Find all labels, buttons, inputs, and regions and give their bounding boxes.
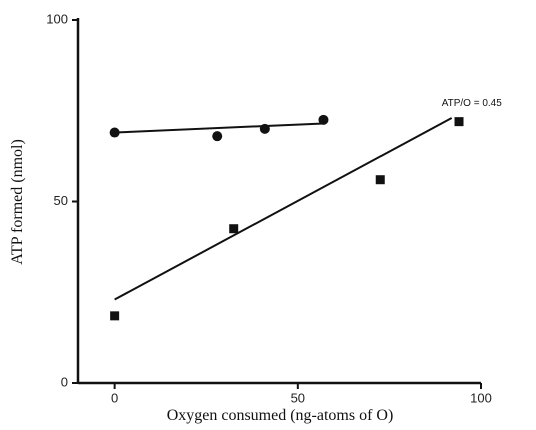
point bbox=[212, 131, 223, 142]
y-axis-title: ATP formed (nmol) bbox=[9, 139, 26, 265]
point bbox=[259, 123, 270, 134]
y-tick-label: 0 bbox=[61, 374, 68, 389]
point bbox=[229, 224, 239, 234]
point bbox=[110, 311, 120, 321]
y-tick-label: 50 bbox=[54, 193, 68, 208]
y-tick-label: 100 bbox=[46, 11, 68, 26]
point bbox=[454, 117, 464, 127]
point bbox=[375, 175, 385, 185]
x-tick-label: 50 bbox=[291, 390, 305, 405]
point bbox=[318, 114, 329, 125]
x-tick-label: 0 bbox=[111, 390, 118, 405]
x-tick-label: 100 bbox=[470, 390, 492, 405]
fit-line bbox=[114, 122, 324, 134]
fit-annotation: ATP/O = 0.45 bbox=[442, 98, 503, 109]
fit-line bbox=[114, 117, 453, 301]
x-axis-title: Oxygen consumed (ng-atoms of O) bbox=[167, 407, 394, 424]
point bbox=[109, 127, 120, 138]
